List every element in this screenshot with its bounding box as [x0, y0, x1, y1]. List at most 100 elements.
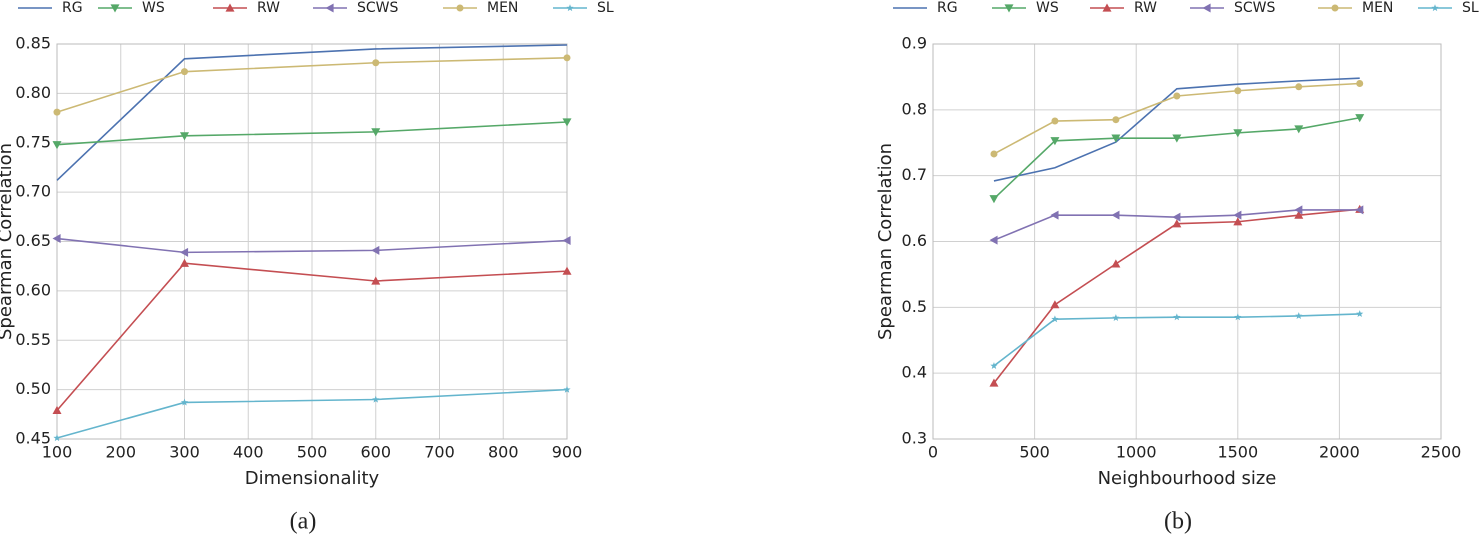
y-tick-label: 0.7 [902, 165, 927, 184]
marker [180, 132, 189, 141]
legend-label: SL [1462, 0, 1479, 16]
marker [180, 247, 189, 257]
marker [180, 258, 189, 267]
marker [181, 68, 188, 76]
y-tick-label: 0.85 [15, 34, 51, 53]
marker [1295, 312, 1303, 319]
marker [1355, 114, 1365, 123]
legend-label: SL [597, 0, 614, 16]
marker [52, 234, 61, 244]
marker [563, 54, 571, 62]
marker [1294, 205, 1303, 215]
legend-marker [1102, 3, 1112, 12]
series-line [993, 208, 1360, 384]
marker [1233, 210, 1242, 220]
y-axis-label: Spearman Correlation [875, 143, 896, 340]
y-tick-label: 0.4 [902, 363, 927, 382]
x-tick-label: 600 [360, 443, 391, 462]
y-axis-label: Spearman Correlation [0, 143, 16, 340]
y-tick-label: 0.55 [15, 330, 51, 349]
marker [1294, 125, 1304, 134]
y-tick-label: 0.5 [902, 297, 927, 316]
marker [1050, 210, 1059, 220]
plot-frame [932, 43, 1442, 440]
marker [1233, 129, 1243, 138]
legend-label: RW [257, 0, 280, 16]
marker [52, 405, 62, 414]
marker [989, 195, 999, 204]
legend-label: RG [62, 0, 83, 16]
y-tick-label: 0.80 [15, 83, 51, 102]
x-tick-label: 2000 [1319, 443, 1360, 462]
y-tick-label: 0.70 [15, 182, 51, 201]
marker [1234, 313, 1242, 321]
marker [1050, 137, 1060, 146]
series-line [993, 313, 1360, 367]
series-line [993, 77, 1360, 182]
marker [562, 236, 571, 246]
x-tick-label: 700 [424, 443, 455, 462]
marker [1051, 315, 1059, 323]
y-tick-label: 0.3 [902, 429, 927, 448]
legend-label: WS [142, 0, 165, 16]
legend-label: MEN [487, 0, 518, 16]
series-line [56, 237, 568, 254]
marker [1173, 313, 1181, 321]
marker [53, 108, 61, 116]
marker [1111, 259, 1121, 268]
legend-marker [1431, 4, 1439, 12]
x-tick-label: 400 [233, 443, 264, 462]
x-tick-label: 900 [552, 443, 583, 462]
y-tick-label: 0.9 [902, 34, 927, 53]
series-line [56, 388, 568, 439]
x-axis-label: Dimensionality [245, 468, 380, 489]
marker [371, 245, 380, 255]
legend-label: RW [1134, 0, 1157, 16]
x-tick-label: 200 [105, 443, 136, 462]
marker [562, 266, 572, 275]
marker [990, 362, 998, 369]
marker [372, 395, 380, 403]
series-line [56, 57, 568, 113]
x-tick-label: 1500 [1217, 443, 1258, 462]
y-tick-label: 0.60 [15, 280, 51, 299]
x-tick-label: 1000 [1116, 443, 1157, 462]
legend-label: SCWS [357, 0, 399, 16]
series-line [56, 121, 568, 146]
marker [1234, 87, 1242, 95]
marker [562, 118, 572, 127]
x-tick-label: 800 [488, 443, 519, 462]
legend-label: SCWS [1234, 0, 1276, 16]
x-tick-label: 300 [169, 443, 200, 462]
marker [1173, 92, 1181, 100]
x-tick-label: 0 [928, 443, 938, 462]
y-tick-label: 0.75 [15, 132, 51, 151]
marker [1356, 310, 1364, 317]
marker [1172, 219, 1182, 228]
marker [1112, 314, 1120, 321]
x-axis-label: Neighbourhood size [1098, 468, 1277, 489]
y-tick-label: 0.6 [902, 231, 927, 250]
caption: (b) [1164, 509, 1192, 535]
caption: (a) [290, 509, 317, 535]
x-tick-label: 100 [42, 443, 73, 462]
marker [563, 385, 571, 393]
legend-marker [225, 3, 235, 12]
legend-marker [325, 3, 334, 13]
legend-label: RG [937, 0, 958, 16]
marker [989, 235, 998, 245]
legend-marker [1331, 4, 1339, 12]
x-tick-label: 500 [1019, 443, 1050, 462]
marker [1295, 83, 1303, 91]
marker [1294, 210, 1304, 219]
x-tick-label: 500 [297, 443, 328, 462]
y-tick-label: 0.8 [902, 99, 927, 118]
marker [1356, 80, 1364, 87]
marker [372, 59, 380, 67]
legend-label: MEN [1362, 0, 1393, 16]
y-tick-label: 0.45 [15, 429, 51, 448]
legend-label: WS [1036, 0, 1059, 16]
marker [371, 128, 381, 137]
marker [1111, 210, 1120, 220]
